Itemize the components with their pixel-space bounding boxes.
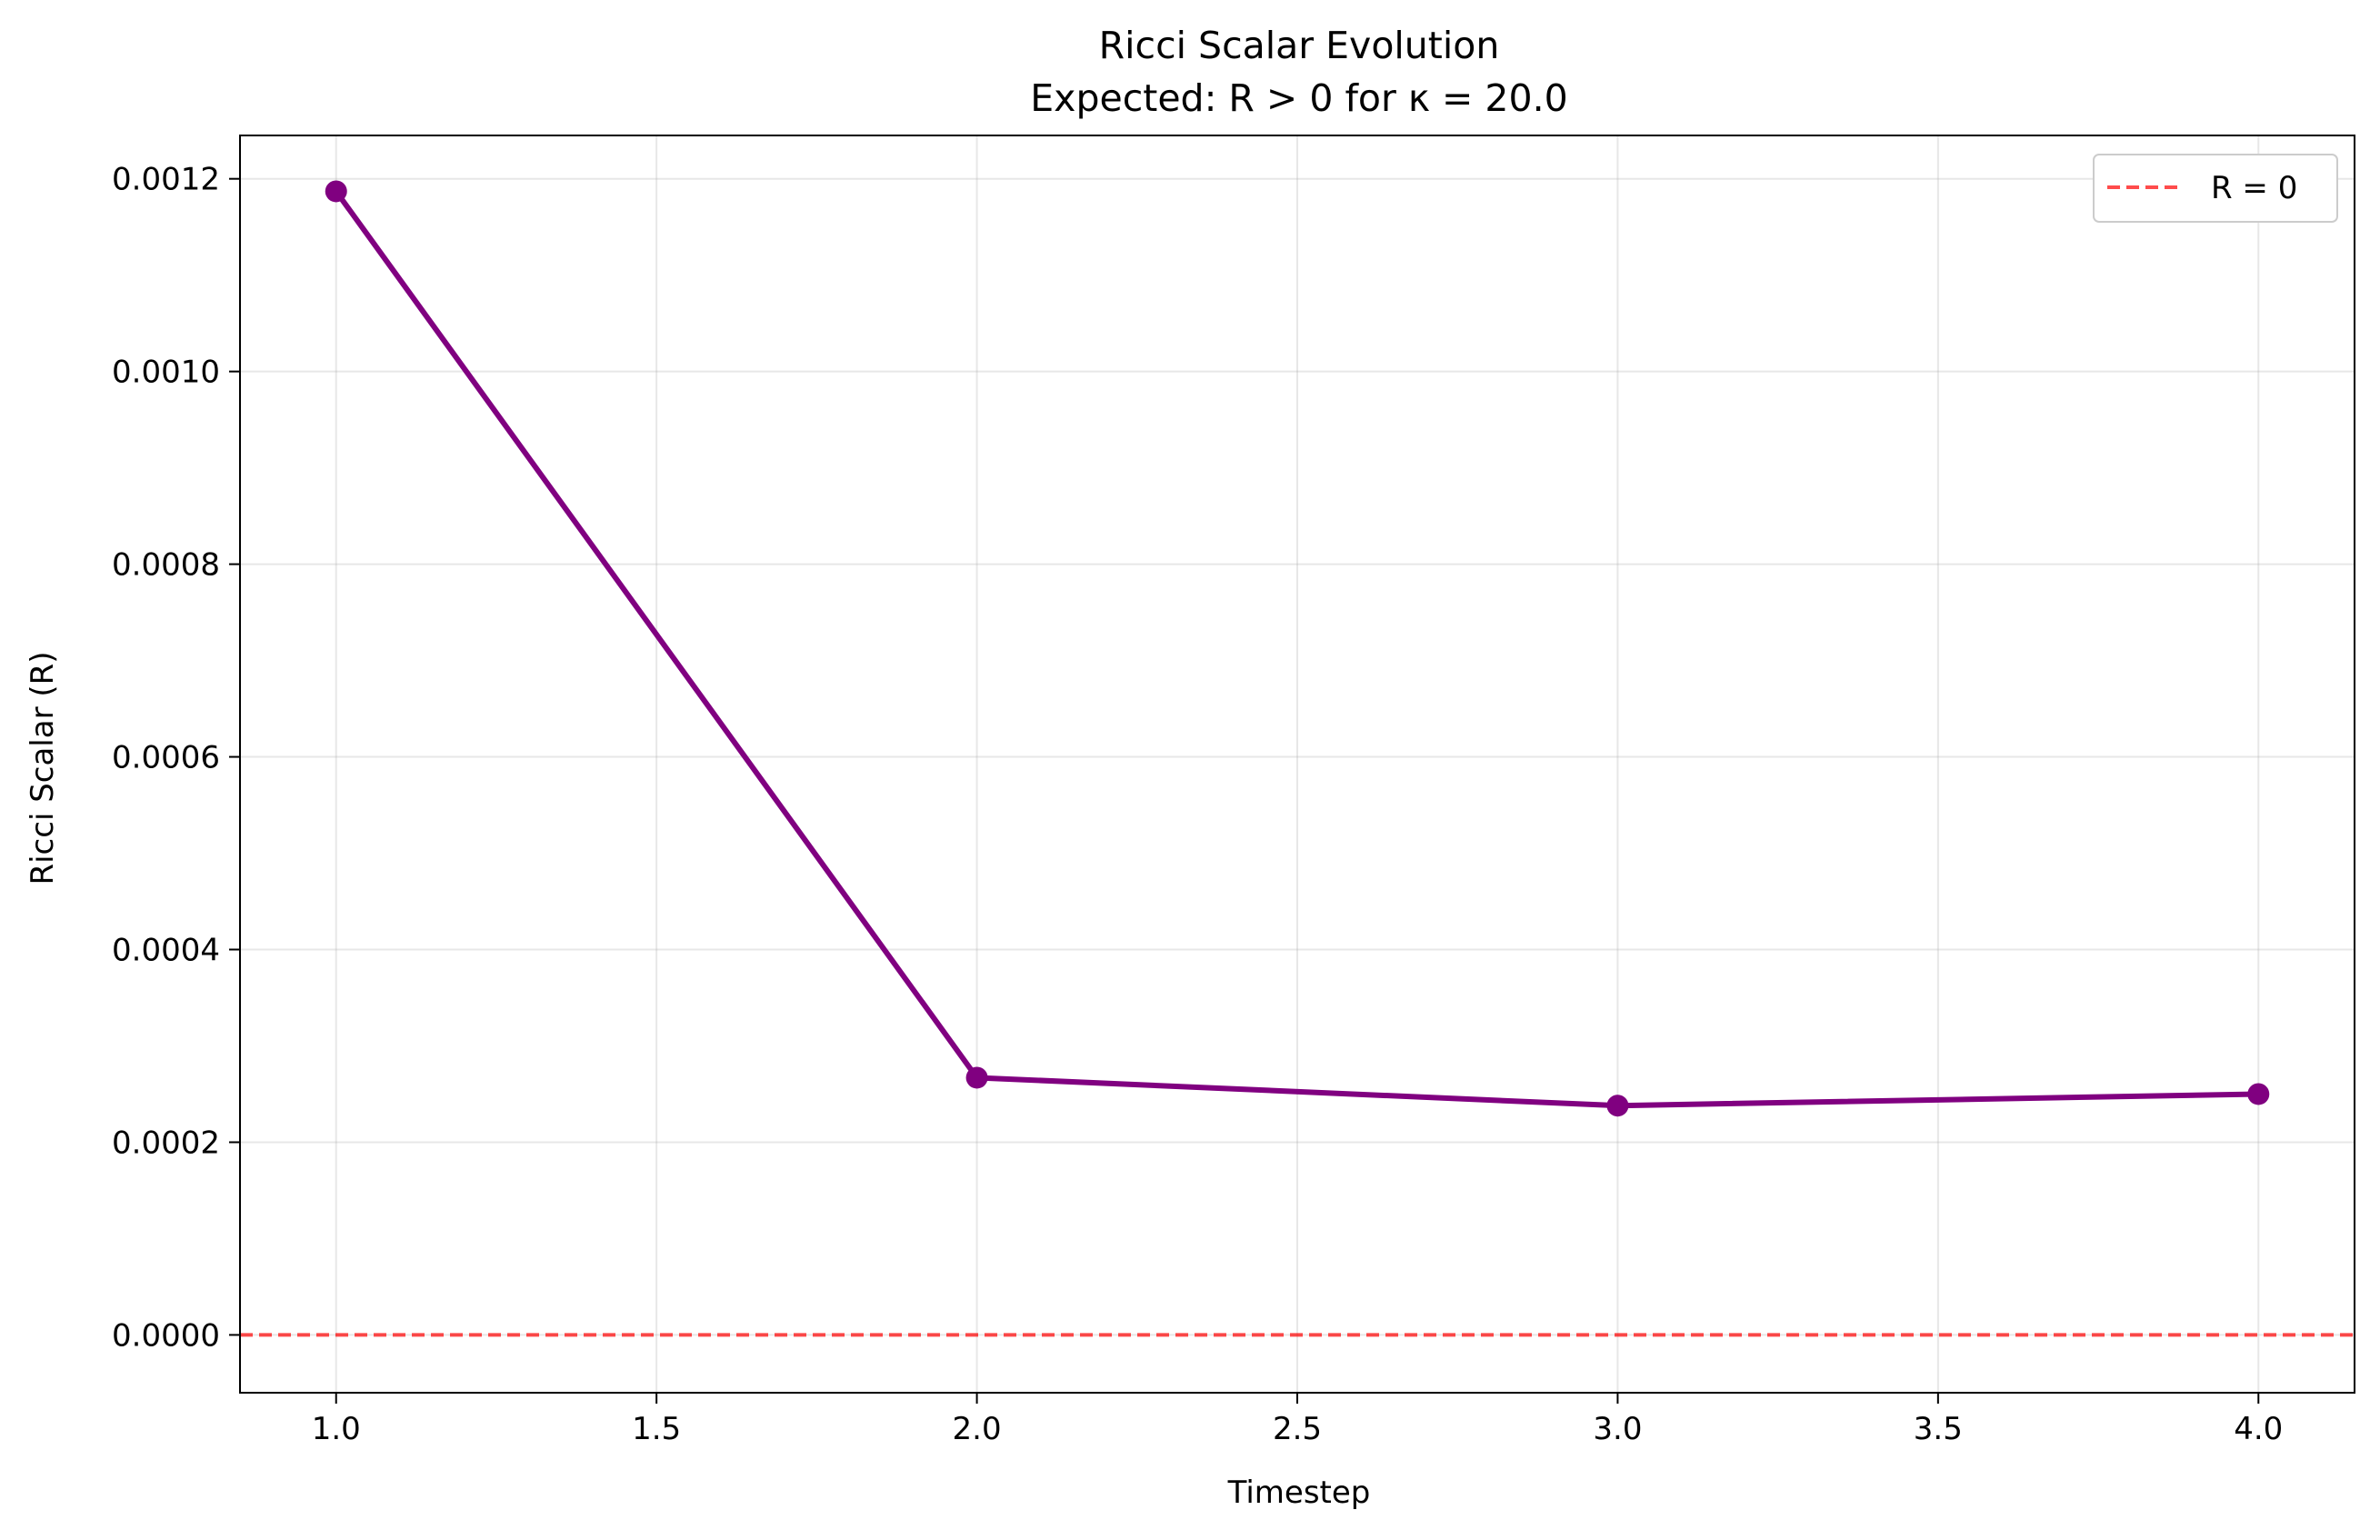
- x-tick-label: 3.5: [1914, 1411, 1963, 1447]
- x-axis-ticks: 1.0 1.5 2.0 2.5 3.0 3.5 4.0: [312, 1393, 2283, 1447]
- data-point: [2247, 1083, 2270, 1105]
- y-tick-label: 0.0012: [112, 162, 220, 198]
- y-tick-label: 0.0006: [112, 740, 220, 776]
- x-tick-label: 4.0: [2234, 1411, 2283, 1447]
- x-tick-label: 1.5: [632, 1411, 681, 1447]
- legend-box: [2093, 154, 2338, 223]
- y-tick-label: 0.0002: [112, 1125, 220, 1161]
- y-tick-label: 0.0000: [112, 1317, 220, 1354]
- y-axis-label: Ricci Scalar (R): [25, 651, 61, 885]
- y-tick-label: 0.0004: [112, 933, 220, 969]
- x-tick-label: 2.5: [1273, 1411, 1322, 1447]
- series-layer: [325, 180, 2270, 1117]
- data-point: [325, 180, 347, 203]
- y-axis-ticks: 0.0000 0.0002 0.0004 0.0006 0.0008 0.0010 0.00…: [112, 162, 240, 1354]
- legend-label-reference-line: R = 0: [2211, 170, 2297, 206]
- series-line: [334, 189, 2259, 1109]
- grid-lines: [240, 135, 2355, 1393]
- x-tick-label: 3.0: [1593, 1411, 1642, 1447]
- data-point: [965, 1066, 988, 1089]
- data-point: [1606, 1095, 1629, 1117]
- y-tick-label: 0.0010: [112, 355, 220, 391]
- x-tick-label: 2.0: [953, 1411, 1002, 1447]
- x-tick-label: 1.0: [312, 1411, 361, 1447]
- legend: R = 0: [2093, 154, 2338, 223]
- chart-subtitle: Expected: R > 0 for κ = 20.0: [1030, 76, 1567, 120]
- y-tick-label: 0.0008: [112, 547, 220, 584]
- chart-title: Ricci Scalar Evolution: [1099, 24, 1500, 67]
- x-axis-label: Timestep: [1227, 1475, 1371, 1511]
